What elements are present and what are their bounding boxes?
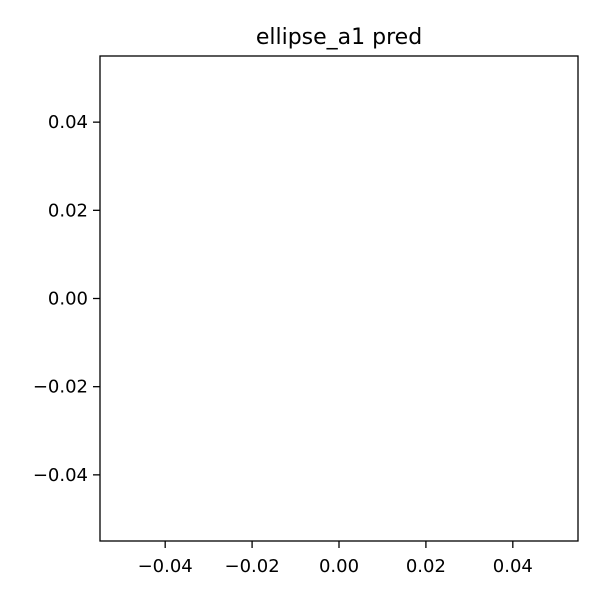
x-tick-label: −0.02 [225, 556, 280, 577]
x-tick-label: −0.04 [138, 556, 193, 577]
chart-title: ellipse_a1 pred [256, 25, 422, 50]
x-tick-label: 0.02 [406, 556, 446, 577]
y-tick-label: −0.04 [33, 465, 88, 486]
x-tick-label: 0.00 [319, 556, 359, 577]
y-axis-ticks: 0.04 0.02 0.00 −0.02 −0.04 [33, 112, 100, 486]
y-tick-label: 0.04 [48, 112, 88, 133]
plot-area-frame [99, 55, 579, 542]
y-tick-label: −0.02 [33, 377, 88, 398]
x-tick-label: 0.04 [493, 556, 533, 577]
y-tick-label: 0.02 [48, 200, 88, 221]
x-axis-ticks: −0.04 −0.02 0.00 0.02 0.04 [138, 541, 533, 577]
y-tick-label: 0.00 [48, 289, 88, 310]
